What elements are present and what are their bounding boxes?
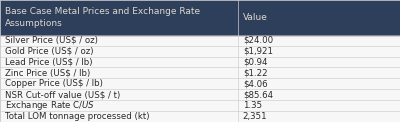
Text: Zinc Price (US$ / lb): Zinc Price (US$ / lb): [5, 68, 90, 77]
Text: $24.00: $24.00: [243, 36, 273, 45]
Text: Base Case Metal Prices and Exchange Rate
Assumptions: Base Case Metal Prices and Exchange Rate…: [5, 7, 200, 28]
Text: Silver Price (US$ / oz): Silver Price (US$ / oz): [5, 36, 98, 45]
Text: 1.35: 1.35: [243, 101, 262, 110]
Text: $1.22: $1.22: [243, 68, 268, 77]
Bar: [0, 100, 400, 111]
Text: Value: Value: [243, 13, 268, 22]
Bar: [0, 78, 400, 89]
Text: Exchange Rate C$/US$: Exchange Rate C$/US$: [5, 99, 95, 112]
Bar: [0, 46, 400, 57]
Bar: [0, 89, 400, 100]
Bar: [0, 57, 400, 67]
Text: NSR Cut-off value (US$ / t): NSR Cut-off value (US$ / t): [5, 90, 120, 99]
Text: Lead Price (US$ / lb): Lead Price (US$ / lb): [5, 58, 92, 66]
Text: Gold Price (US$ / oz): Gold Price (US$ / oz): [5, 47, 93, 56]
Text: $1,921: $1,921: [243, 47, 273, 56]
Bar: [0, 0, 400, 35]
Text: Total LOM tonnage processed (kt): Total LOM tonnage processed (kt): [5, 112, 149, 121]
Text: $0.94: $0.94: [243, 58, 267, 66]
Text: $4.06: $4.06: [243, 79, 268, 88]
Bar: [0, 67, 400, 78]
Text: $85.64: $85.64: [243, 90, 273, 99]
Text: 2,351: 2,351: [243, 112, 268, 121]
Text: Copper Price (US$ / lb): Copper Price (US$ / lb): [5, 79, 103, 88]
Bar: [0, 111, 400, 122]
Bar: [0, 35, 400, 46]
